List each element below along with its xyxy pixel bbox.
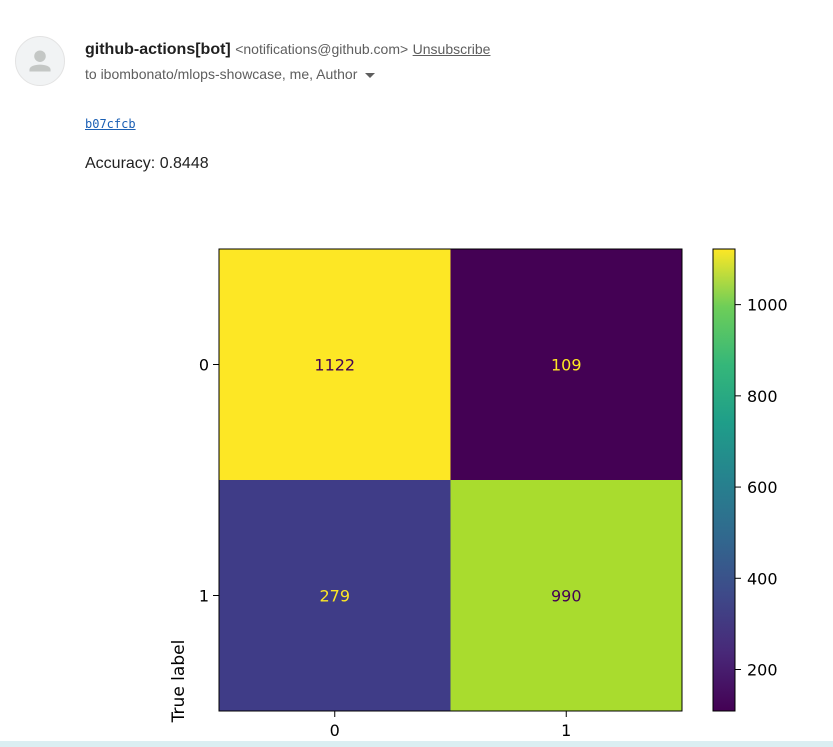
colorbar-tick-label: 600 — [747, 478, 778, 497]
matrix-cell — [450, 480, 683, 712]
recipients-toggle[interactable]: to ibombonato/mlops-showcase, me, Author — [85, 64, 376, 84]
commit-link[interactable]: b07cfcb — [85, 117, 136, 131]
x-tick-label: 0 — [330, 721, 340, 740]
y-axis-label: True label — [169, 640, 189, 724]
cell-value-label: 109 — [551, 356, 582, 375]
colorbar-tick-label: 400 — [747, 569, 778, 588]
colorbar-tick-label: 200 — [747, 660, 778, 679]
matrix-frame — [218, 248, 683, 712]
sender-name[interactable]: github-actions[bot] — [85, 41, 231, 58]
matrix-cell — [219, 480, 451, 712]
accuracy-text: Accuracy: 0.8448 — [85, 155, 209, 172]
person-icon — [29, 50, 51, 72]
caret-down-icon — [365, 72, 376, 78]
cell-value-label: 1122 — [314, 356, 355, 375]
matrix-cell — [450, 249, 683, 481]
sender-avatar[interactable] — [15, 36, 65, 86]
cell-value-label: 279 — [319, 587, 350, 606]
colorbar — [712, 248, 736, 712]
cell-value-label: 990 — [551, 587, 582, 606]
colorbar-tick-label: 1000 — [747, 296, 788, 315]
x-tick-label: 1 — [561, 721, 571, 740]
recipients-text: to ibombonato/mlops-showcase, me, Author — [85, 66, 358, 82]
unsubscribe-link[interactable]: Unsubscribe — [412, 41, 491, 57]
bottom-bar — [0, 741, 833, 747]
sender-email: <notifications@github.com> — [235, 41, 409, 57]
sender-line: github-actions[bot] <notifications@githu… — [85, 39, 490, 60]
matrix-cell — [219, 249, 451, 481]
confusion-matrix-chart: 1122 109 279 990 0 1 0 1 True label 200 400 600 8… — [169, 248, 788, 740]
y-tick-label: 1 — [199, 587, 209, 606]
y-tick-label: 0 — [199, 356, 209, 375]
colorbar-tick-label: 800 — [747, 387, 778, 406]
